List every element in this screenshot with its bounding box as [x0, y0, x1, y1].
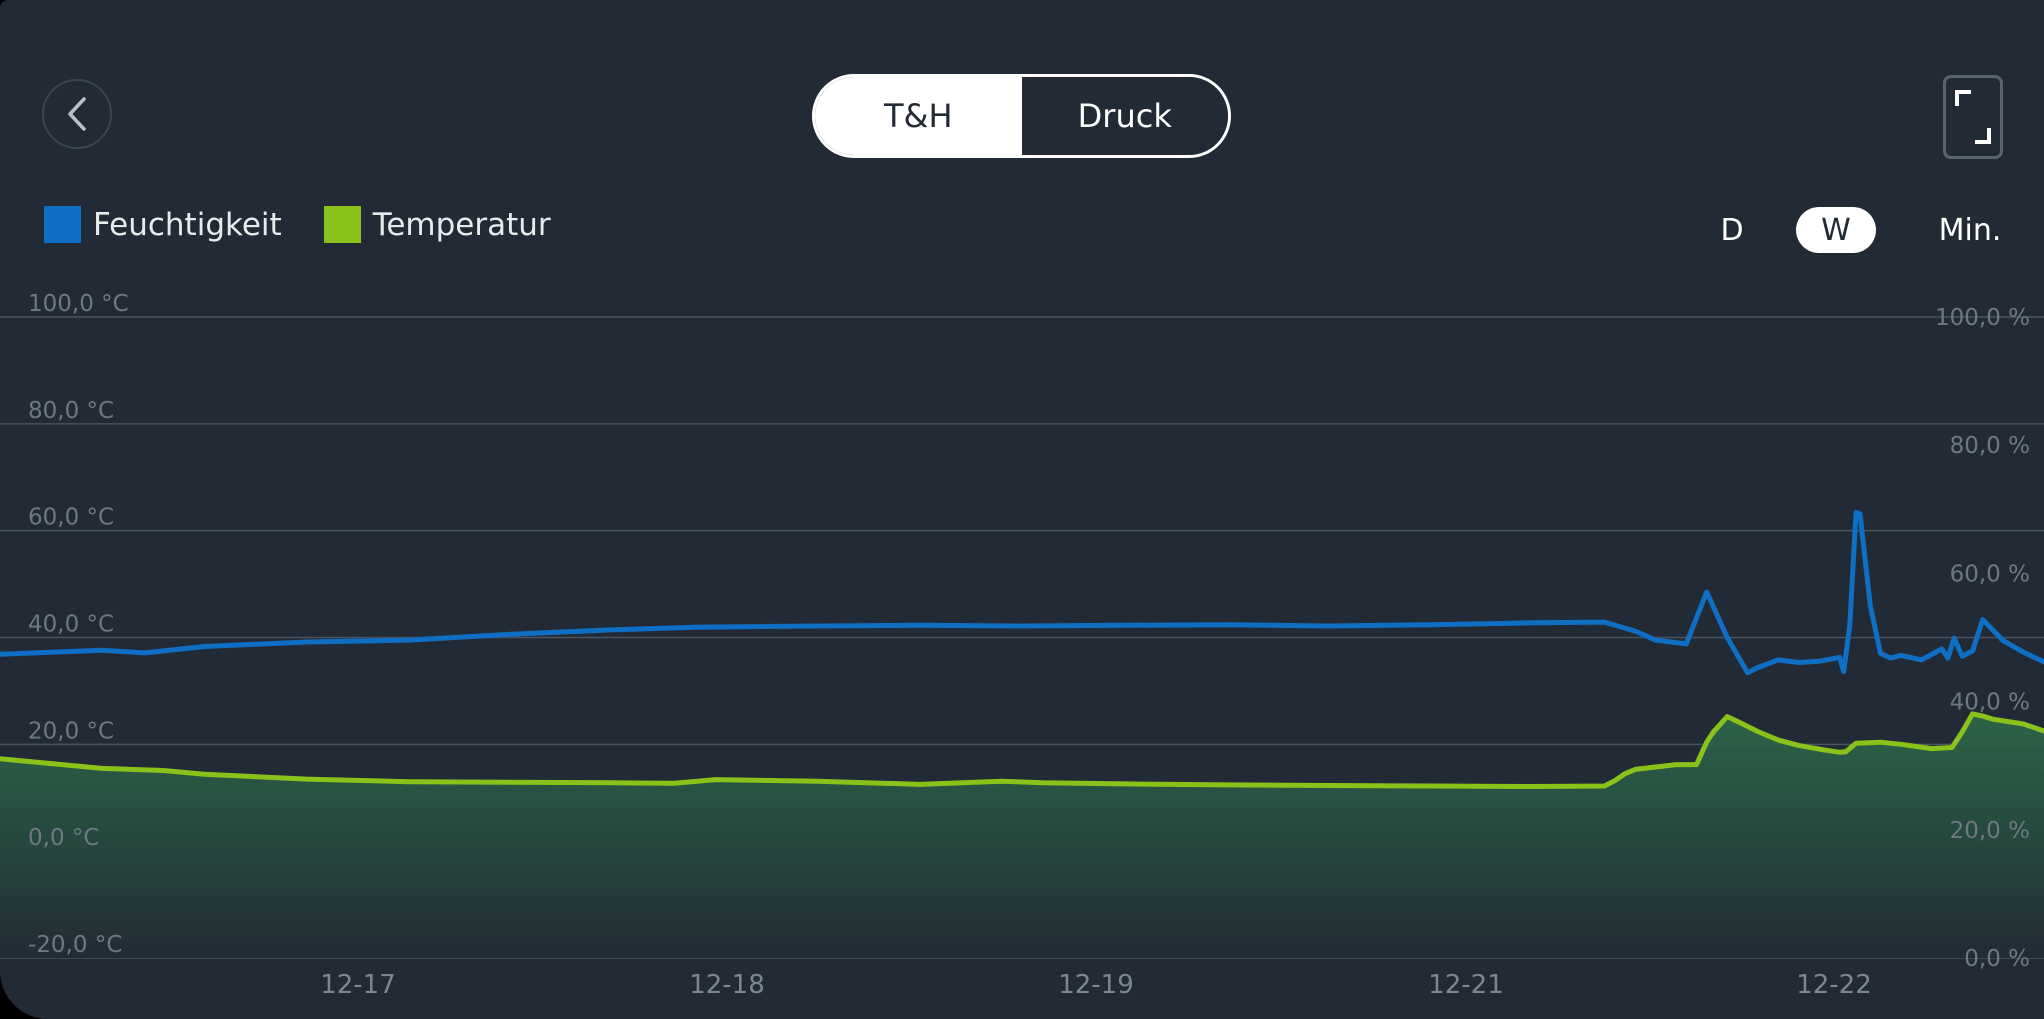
chevron-left-icon: [68, 97, 86, 131]
y-left-tick-label: 80,0 °C: [28, 398, 114, 424]
y-left-tick-label: 20,0 °C: [28, 718, 114, 744]
tab-pressure[interactable]: Druck: [1021, 77, 1228, 155]
chart-legend: Feuchtigkeit Temperatur: [44, 206, 593, 243]
y-left-tick-label: 100,0 °C: [28, 291, 129, 317]
temperature-area: [0, 713, 2044, 958]
range-week-button[interactable]: W: [1796, 207, 1876, 253]
x-tick-label: 12-18: [689, 970, 765, 1000]
legend-item-temperature: Temperatur: [323, 206, 551, 243]
legend-label-temperature: Temperatur: [372, 206, 551, 243]
y-right-tick-label: 0,0 %: [1964, 946, 2030, 972]
back-button[interactable]: [42, 79, 112, 149]
y-left-tick-label: 40,0 °C: [28, 612, 114, 638]
legend-item-humidity: Feuchtigkeit: [44, 206, 282, 243]
range-min-button[interactable]: Min.: [1938, 212, 2002, 248]
tab-temperature-humidity[interactable]: T&H: [815, 77, 1022, 155]
x-tick-label: 12-19: [1058, 970, 1134, 1000]
y-left-tick-label: 0,0 °C: [28, 825, 99, 851]
temperature-line: [0, 711, 2044, 789]
y-left-tick-label: 60,0 °C: [28, 505, 114, 531]
fullscreen-icon: [1955, 90, 1991, 144]
x-tick-label: 12-22: [1796, 970, 1872, 1000]
x-tick-label: 12-17: [320, 970, 396, 1000]
y-right-tick-label: 80,0 %: [1950, 433, 2030, 459]
y-right-tick-label: 20,0 %: [1950, 818, 2030, 844]
y-right-tick-label: 100,0 %: [1935, 305, 2030, 331]
legend-swatch-humidity: [44, 206, 81, 243]
fullscreen-button[interactable]: [1943, 75, 2003, 159]
view-tabs: T&H Druck: [812, 74, 1231, 158]
legend-swatch-temperature: [323, 206, 361, 243]
x-tick-label: 12-21: [1428, 970, 1504, 1000]
legend-label-humidity: Feuchtigkeit: [93, 206, 282, 243]
y-right-tick-label: 60,0 %: [1950, 561, 2030, 587]
humidity-line: [0, 510, 2044, 676]
y-left-tick-label: -20,0 °C: [28, 932, 122, 958]
y-right-tick-label: 40,0 %: [1950, 690, 2030, 716]
range-day-button[interactable]: D: [1720, 212, 1744, 248]
